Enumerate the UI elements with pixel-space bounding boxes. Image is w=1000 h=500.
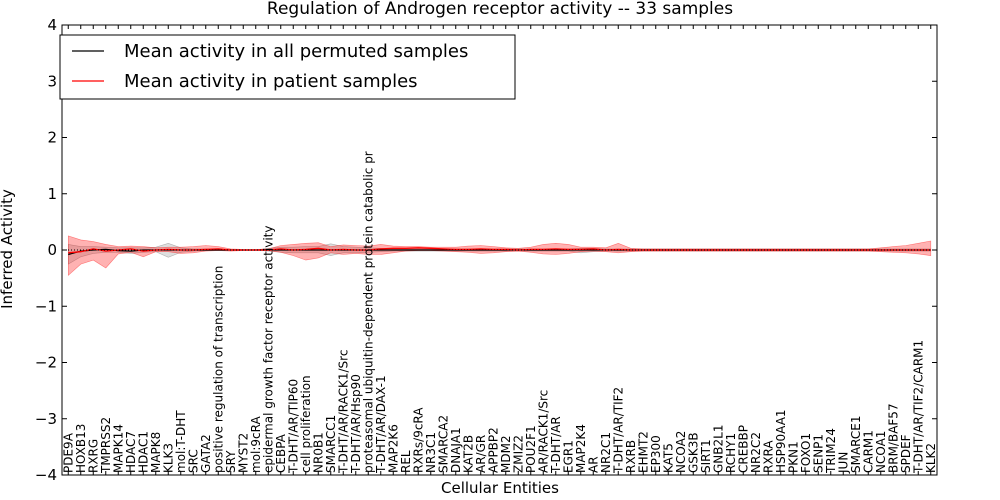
axes: −4 −3 −2 −1 0 1 2 3 4 PDE9AHOXB13RXRGTMPRSS2MAPK1…: [35, 16, 938, 484]
x-tick-label: MAP2K4: [574, 424, 588, 473]
x-tick-label: AR/GR: [474, 435, 488, 473]
y-tick-label: 0: [47, 241, 57, 259]
x-tick-label: RCHY1: [724, 433, 738, 473]
y-axis-label: Inferred Activity: [0, 189, 16, 309]
y-tick-label: 2: [47, 129, 57, 147]
x-tick-label: HDAC7: [124, 431, 138, 473]
x-tick-label: MYST2: [236, 433, 250, 473]
x-tick-label: T-DHT/AR/Hsp90: [349, 374, 363, 474]
x-tick-label: KAT5: [661, 443, 675, 473]
x-tick-label: DNAJA1: [449, 427, 463, 473]
y-tick-label: 3: [47, 72, 57, 90]
x-tick-label: KAT2B: [461, 435, 475, 473]
x-tick-label: SRY: [224, 450, 238, 473]
legend-box: [59, 34, 516, 100]
x-tick-label: NR3C1: [424, 432, 438, 473]
x-tick-label: CREBBP: [736, 425, 750, 473]
x-tick-label: TMPRSS2: [99, 417, 113, 474]
x-tick-label: SMARCA2: [436, 415, 450, 473]
x-tick-label: JUN: [836, 452, 850, 474]
x-tick-label: CARM1: [861, 430, 875, 473]
x-tick-label: positive regulation of transcription: [211, 266, 225, 473]
x-tick-label: RXRG: [86, 439, 100, 473]
x-tick-label: cell proliferation: [299, 375, 313, 473]
x-tick-label: SMARCC1: [324, 415, 338, 473]
y-tick-label: −3: [35, 410, 57, 428]
x-tick-label: SPDEF: [899, 434, 913, 473]
x-tick-label: NR2C1: [599, 432, 613, 473]
x-tick-label: NCOA1: [874, 431, 888, 473]
x-tick-label: BRM/BAF57: [886, 403, 900, 473]
x-tick-label: TRIM24: [824, 428, 838, 474]
x-tick-label: SIRT1: [699, 439, 713, 473]
confidence-bands: [68, 235, 932, 276]
x-tick-label: T-DHT/AR/DAX-1: [374, 375, 388, 474]
x-tick-label: T-DHT/AR/TIF2/CARM1: [911, 340, 925, 474]
x-tick-label: FOXO1: [799, 433, 813, 473]
x-tick-label: KLK2: [924, 443, 938, 473]
x-tick-label: SENP1: [811, 434, 825, 473]
x-tick-label: HSP90AA1: [774, 409, 788, 473]
x-tick-label: NR0B1: [311, 432, 325, 473]
y-tick-label: 4: [47, 16, 57, 34]
x-tick-label: RXRA: [761, 440, 775, 473]
legend-label-permuted: Mean activity in all permuted samples: [124, 41, 468, 62]
x-tick-label: GNB2L1: [711, 425, 725, 473]
x-tick-label: PKN1: [786, 441, 800, 473]
y-tick-label: 1: [47, 185, 57, 203]
x-tick-label: ZMIZ2: [511, 435, 525, 473]
y-tick-label: −2: [35, 354, 57, 372]
x-tick-label: KLK3: [161, 443, 175, 473]
x-tick-label: RXRB: [624, 440, 638, 473]
x-tick-label: T-DHT/AR/RACK1/Src: [336, 350, 350, 474]
legend: Mean activity in all permuted samples Mea…: [59, 34, 516, 100]
legend-label-patient: Mean activity in patient samples: [124, 71, 418, 92]
x-axis-label: Cellular Entities: [441, 479, 559, 497]
x-tick-label: T-DHT/AR/TIF2: [611, 387, 625, 474]
x-tick-label: SRC: [186, 449, 200, 473]
x-tick-label: CEBPA: [274, 433, 288, 473]
band-patient: [68, 235, 932, 276]
x-tick-label: POU2F1: [524, 425, 538, 473]
x-tick-label: NCOA2: [674, 431, 688, 473]
band-permuted: [68, 242, 932, 265]
x-tick-label: GATA2: [199, 434, 213, 473]
x-tick-label: SMARCE1: [849, 415, 863, 473]
x-tick-label: MAP2K6: [386, 424, 400, 473]
x-tick-label: GSK3B: [686, 432, 700, 473]
x-tick-label: epidermal growth factor receptor activit…: [261, 226, 275, 473]
x-tick-label: MAPK8: [149, 432, 163, 473]
x-tick-label: REL: [399, 450, 413, 473]
x-tick-label: APPBP2: [486, 427, 500, 473]
x-tick-label: mol:T-DHT: [174, 410, 188, 473]
x-tick-label: EHMT2: [636, 431, 650, 473]
x-tick-label: PDE9A: [61, 432, 75, 473]
x-tick-label: EP300: [649, 435, 663, 473]
x-tick-label: proteasomal ubiquitin-dependent protein …: [361, 151, 375, 473]
x-tick-label: HOXB13: [74, 424, 88, 473]
x-tick-label: MAPK14: [111, 424, 125, 473]
x-tick-label: AR: [586, 456, 600, 473]
line-patient: [68, 247, 931, 254]
x-tick-label: HDAC1: [136, 431, 150, 473]
chart-title: Regulation of Androgen receptor activity…: [267, 0, 733, 19]
y-tick-label: −4: [35, 466, 57, 484]
x-tick-label: RXRs/9cRA: [411, 407, 425, 473]
x-tick-label: EGR1: [561, 440, 575, 473]
x-tick-label: T-DHT/AR: [549, 416, 563, 474]
x-tick-label: T-DHT/AR/TIP60: [286, 379, 300, 474]
x-tick-label: mol:9cRA: [249, 416, 263, 473]
y-tick-label: −1: [35, 297, 57, 315]
x-tick-label: AR/RACK1/Src: [536, 390, 550, 473]
x-tick-label: MDM2: [499, 435, 513, 473]
x-tick-label: NR2C2: [749, 432, 763, 473]
